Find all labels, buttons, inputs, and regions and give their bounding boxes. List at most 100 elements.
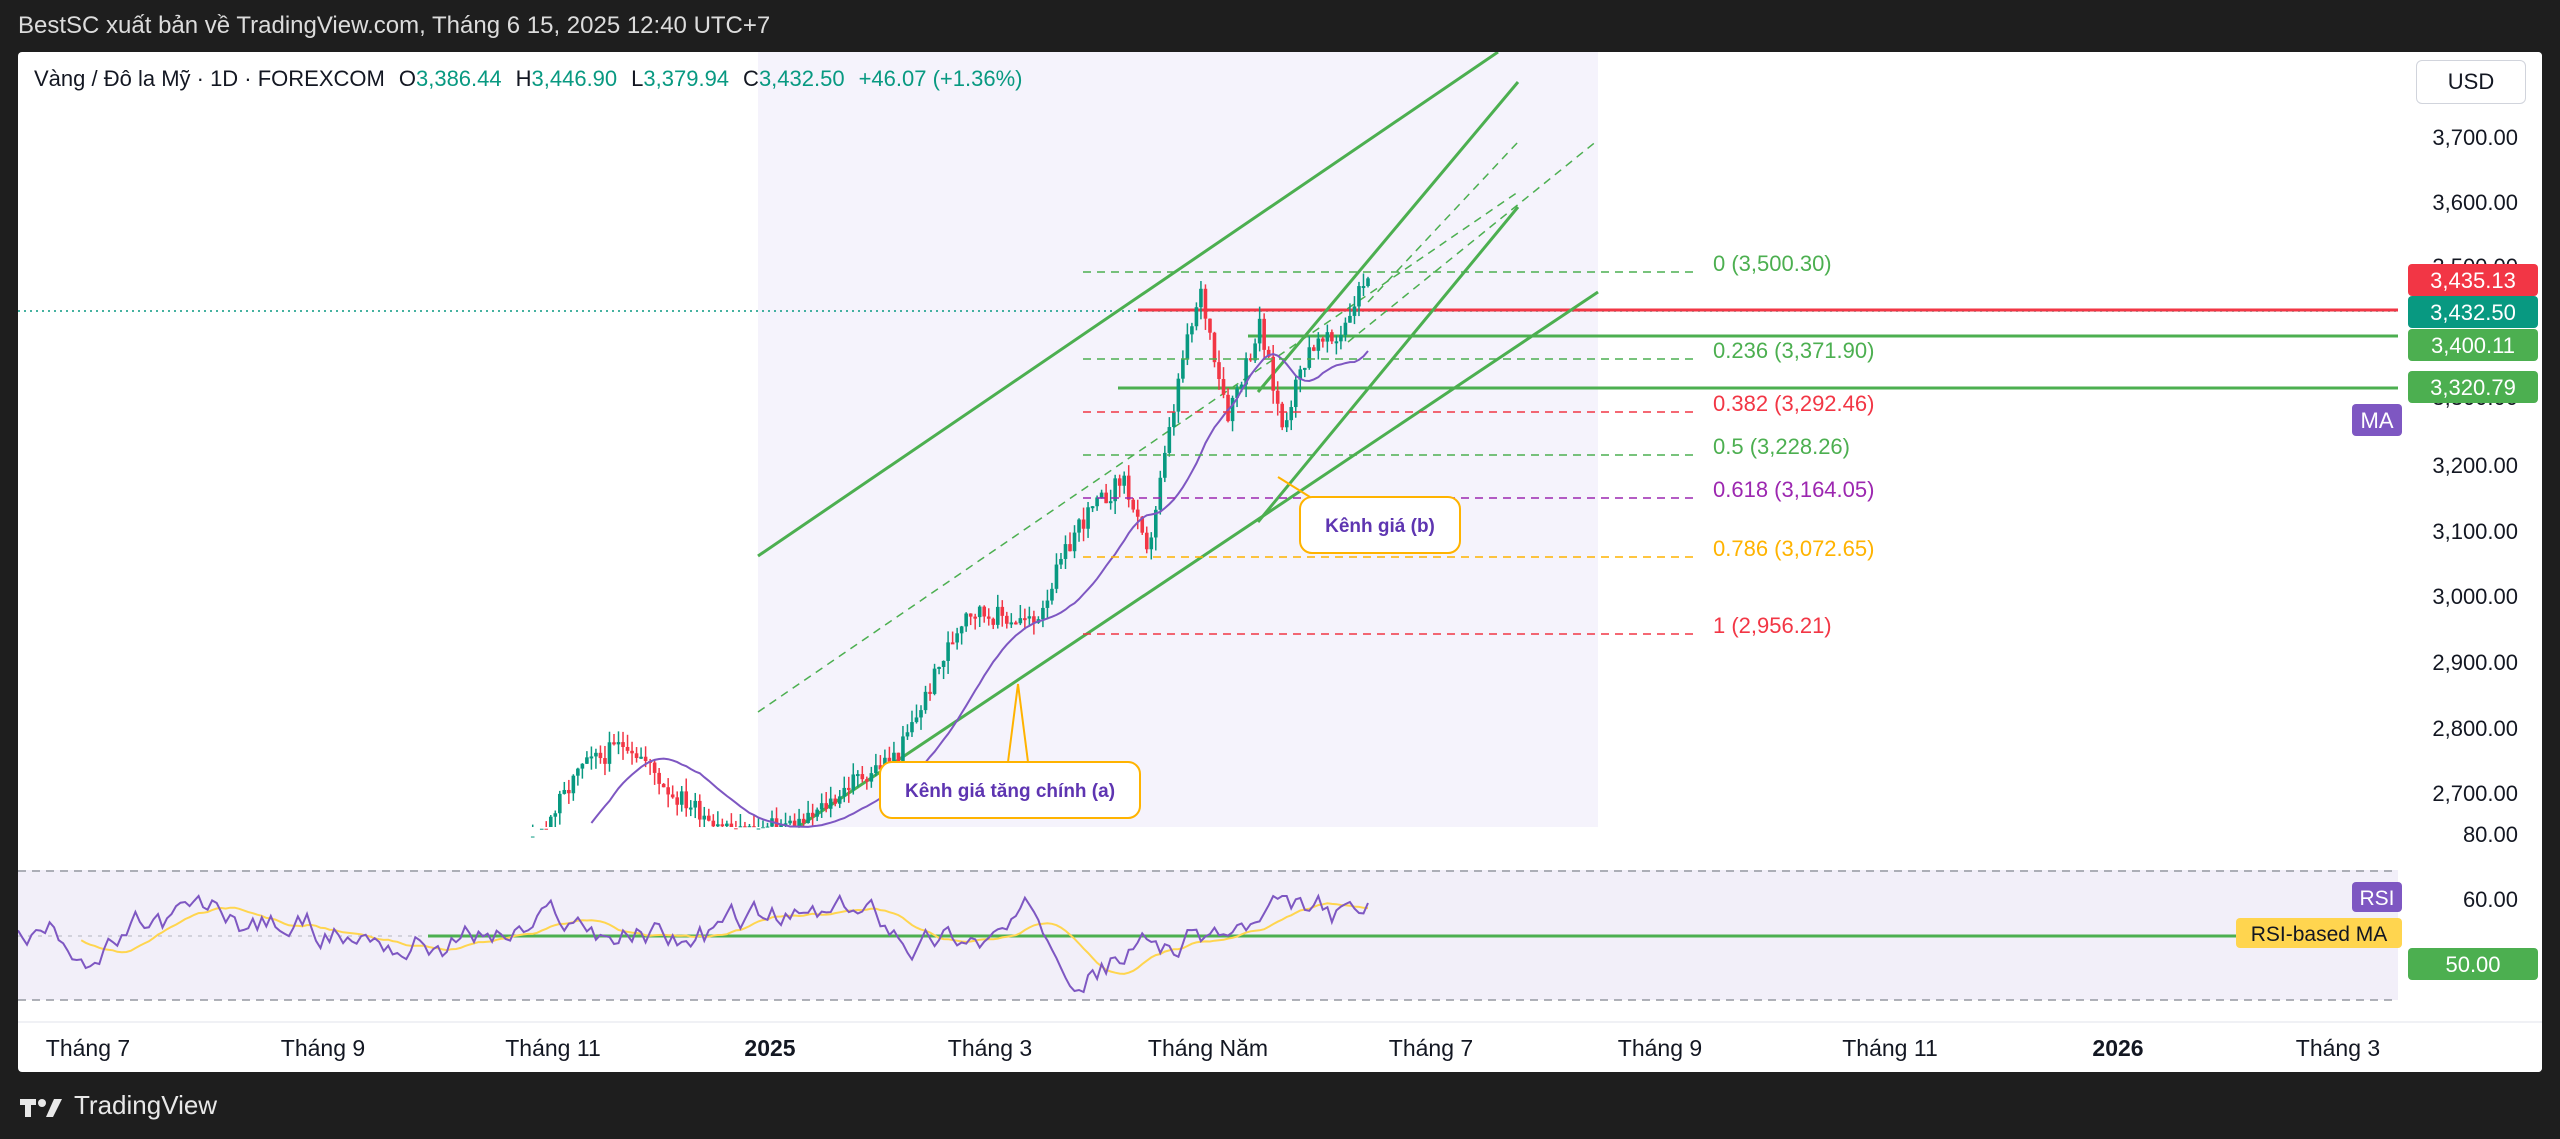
candle: [797, 808, 801, 827]
candle: [562, 781, 567, 795]
candle: [1176, 373, 1181, 423]
channel-shade: [758, 52, 1598, 827]
callout-b-pointer: [1277, 476, 1311, 498]
candle: [923, 685, 928, 714]
candle: [657, 767, 661, 795]
candle: [580, 763, 585, 779]
rsi-tick-80: 80.00: [2463, 822, 2518, 847]
fib-label-5: 0.786 (3,072.65): [1713, 536, 1874, 561]
open-value: 3,386.44: [415, 66, 502, 91]
candle: [616, 731, 621, 755]
fib-label-2: 0.382 (3,292.46): [1713, 391, 1874, 416]
channel-b-lower: [1256, 206, 1520, 523]
candle: [679, 785, 684, 812]
tradingview-logo-icon[interactable]: [20, 1095, 64, 1117]
candle: [684, 778, 689, 817]
candle: [815, 807, 819, 822]
candle: [1316, 332, 1321, 360]
candle: [716, 811, 720, 827]
close-value: 3,432.50: [758, 66, 845, 91]
candle: [1321, 336, 1325, 348]
open-label: O: [398, 66, 416, 91]
candle: [548, 814, 553, 827]
svg-text:RSI-based MA: RSI-based MA: [2251, 923, 2388, 946]
candle: [851, 763, 856, 795]
publish-header: BestSC xuất bản về TradingView.com, Thán…: [18, 12, 771, 39]
candle: [779, 819, 783, 827]
candle: [824, 792, 828, 813]
candle: [1199, 281, 1203, 320]
candle: [964, 612, 968, 632]
candle: [1144, 526, 1149, 554]
candle: [1014, 620, 1018, 625]
candle: [670, 785, 675, 799]
candle: [1018, 604, 1023, 626]
price-tick-6: 3,000.00: [2432, 584, 2518, 609]
close-label: C: [743, 66, 759, 91]
candle: [874, 753, 878, 777]
symbol-name[interactable]: Vàng / Đô la Mỹ · 1D · FOREXCOM: [34, 66, 385, 91]
time-tick-1: Tháng 9: [281, 1035, 365, 1061]
candle: [1194, 302, 1199, 331]
rsi-ma-line: [80, 902, 1369, 975]
candle: [693, 792, 698, 819]
candle: [576, 767, 580, 786]
candle: [688, 800, 693, 817]
time-tick-7: Tháng 9: [1618, 1035, 1702, 1061]
low-label: L: [631, 66, 644, 91]
channel-a-upper: [757, 52, 1499, 558]
candle: [1357, 281, 1361, 317]
candle: [1117, 474, 1122, 498]
candle: [1244, 352, 1248, 398]
currency-button[interactable]: USD: [2416, 60, 2526, 104]
candle: [720, 818, 725, 827]
candle: [910, 710, 914, 737]
candle: [630, 741, 634, 765]
channel-a-lower: [797, 290, 1599, 829]
candle: [585, 751, 589, 765]
badge-price-3: 3,400.11: [2408, 329, 2538, 361]
candle: [634, 747, 639, 763]
candle: [1348, 303, 1352, 323]
candle: [571, 774, 576, 801]
candle: [1167, 417, 1172, 457]
chart-canvas[interactable]: 0 (3,500.30) 0.236 (3,371.90) 0.382 (3,292…: [18, 52, 2542, 1072]
candle: [558, 790, 562, 825]
candle: [1099, 489, 1104, 499]
chart-frame[interactable]: 0 (3,500.30) 0.236 (3,371.90) 0.382 (3,292…: [18, 52, 2542, 1072]
symbol-legend: Vàng / Đô la Mỹ · 1D · FOREXCOM O3,386.44…: [34, 66, 1036, 92]
candle: [1325, 324, 1330, 353]
candle: [743, 821, 747, 828]
time-tick-3: 2025: [744, 1035, 795, 1061]
candle: [1081, 507, 1086, 542]
badge-ma: MA: [2352, 404, 2402, 436]
candle: [594, 748, 598, 769]
candle: [1108, 489, 1113, 510]
candle: [1275, 381, 1280, 416]
candle: [1185, 323, 1190, 366]
time-tick-6: Tháng 7: [1389, 1035, 1473, 1061]
candle: [661, 783, 666, 788]
svg-text:3,400.11: 3,400.11: [2431, 333, 2515, 358]
candle: [1248, 353, 1253, 362]
badge-rsi-ma: RSI-based MA: [2236, 918, 2402, 948]
candle: [833, 794, 838, 807]
footer-brand[interactable]: TradingView: [74, 1090, 218, 1120]
candle: [1289, 400, 1294, 431]
candle: [1004, 611, 1009, 629]
candle: [639, 747, 643, 759]
candle: [1302, 367, 1307, 378]
candle: [625, 734, 630, 754]
callout-a-text: Kênh giá tăng chính (a): [905, 781, 1115, 802]
price-tick-4: 3,200.00: [2432, 453, 2518, 478]
candle: [819, 793, 824, 818]
low-value: 3,379.94: [643, 66, 730, 91]
rsi-tick-60: 60.00: [2463, 887, 2518, 912]
candle: [869, 766, 874, 788]
high-value: 3,446.90: [531, 66, 618, 91]
fib-label-3: 0.5 (3,228.26): [1713, 434, 1850, 459]
candle: [598, 745, 603, 764]
candle: [986, 608, 991, 626]
candle: [1068, 532, 1072, 552]
candle: [806, 800, 810, 824]
